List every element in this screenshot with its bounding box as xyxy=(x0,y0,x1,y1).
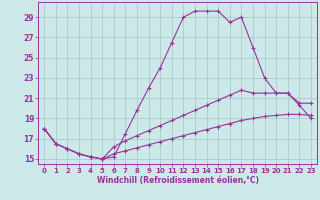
X-axis label: Windchill (Refroidissement éolien,°C): Windchill (Refroidissement éolien,°C) xyxy=(97,176,259,185)
